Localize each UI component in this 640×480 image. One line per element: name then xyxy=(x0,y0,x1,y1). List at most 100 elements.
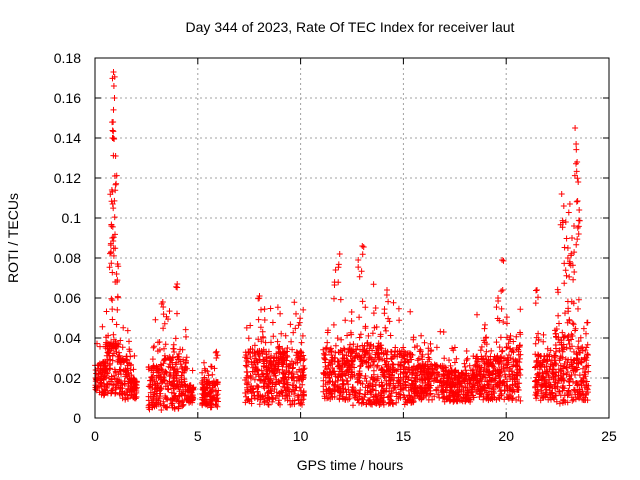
data-point xyxy=(495,360,502,367)
data-point xyxy=(372,382,379,389)
data-point xyxy=(260,346,267,353)
data-point xyxy=(393,389,400,396)
data-point xyxy=(338,372,345,379)
data-point xyxy=(201,359,207,366)
data-point xyxy=(387,396,394,403)
data-point xyxy=(114,277,121,284)
data-point xyxy=(489,370,496,377)
data-point xyxy=(289,375,296,382)
data-point xyxy=(110,128,117,135)
data-point xyxy=(583,357,590,364)
data-point xyxy=(562,219,569,225)
data-point xyxy=(435,391,442,398)
data-point xyxy=(572,371,578,378)
data-point xyxy=(554,286,561,293)
data-point xyxy=(96,389,103,396)
data-point xyxy=(387,332,394,339)
data-point xyxy=(376,343,382,350)
data-point xyxy=(106,362,113,368)
data-point xyxy=(495,298,502,304)
data-point xyxy=(370,281,377,288)
data-point xyxy=(107,249,114,256)
data-point xyxy=(563,364,570,371)
data-point xyxy=(243,324,250,331)
data-point xyxy=(434,372,441,379)
data-point xyxy=(151,391,157,398)
data-point xyxy=(257,396,264,403)
data-point xyxy=(461,378,468,385)
data-point xyxy=(424,382,431,389)
data-point xyxy=(566,260,573,267)
data-point xyxy=(117,337,124,344)
data-point xyxy=(348,309,355,315)
data-point xyxy=(496,317,503,324)
data-point xyxy=(568,252,574,259)
data-point xyxy=(166,308,173,315)
data-point xyxy=(124,394,131,401)
data-point xyxy=(576,349,583,356)
data-point xyxy=(123,371,130,378)
data-point xyxy=(425,396,432,403)
x-tick-label: 15 xyxy=(396,428,412,444)
data-point xyxy=(565,308,572,315)
data-point xyxy=(490,393,496,400)
data-point xyxy=(255,316,262,323)
data-point xyxy=(517,306,524,313)
data-point xyxy=(151,386,158,393)
data-point xyxy=(277,310,284,317)
data-point xyxy=(418,396,425,403)
data-point xyxy=(162,355,169,362)
data-point xyxy=(462,363,469,370)
data-point xyxy=(496,369,503,376)
x-tick-label: 20 xyxy=(498,428,514,444)
data-point xyxy=(242,390,249,396)
data-point xyxy=(108,373,115,380)
data-point xyxy=(273,350,280,357)
data-point xyxy=(553,398,560,405)
data-point xyxy=(545,372,552,379)
data-point xyxy=(574,382,581,389)
data-point xyxy=(104,369,111,376)
data-point xyxy=(553,326,560,332)
data-point xyxy=(320,388,327,395)
data-point xyxy=(201,374,208,381)
data-point xyxy=(482,374,489,381)
data-point xyxy=(500,319,507,325)
data-point xyxy=(256,401,263,408)
data-point xyxy=(550,366,556,373)
data-point xyxy=(483,395,490,402)
data-point xyxy=(562,310,568,317)
data-point xyxy=(290,364,296,371)
data-point xyxy=(330,321,337,328)
data-point xyxy=(182,360,189,367)
data-point xyxy=(180,402,187,409)
data-point xyxy=(411,369,417,376)
data-point xyxy=(124,365,131,372)
data-point xyxy=(340,380,347,387)
data-point xyxy=(497,334,504,341)
data-point xyxy=(554,383,561,390)
data-point xyxy=(535,294,541,301)
data-point xyxy=(357,356,364,363)
data-point xyxy=(299,332,306,339)
data-point xyxy=(293,377,300,384)
data-point xyxy=(570,348,577,355)
data-point xyxy=(296,366,303,373)
data-point xyxy=(517,372,524,378)
data-point xyxy=(369,375,376,382)
data-point xyxy=(507,332,514,339)
data-point xyxy=(178,372,185,379)
data-point xyxy=(547,390,554,397)
data-point xyxy=(179,365,186,372)
data-point xyxy=(257,377,263,384)
data-point xyxy=(348,331,355,338)
data-point xyxy=(249,346,256,353)
plot-frame xyxy=(94,57,610,419)
data-point xyxy=(411,344,418,351)
data-point xyxy=(517,331,524,338)
data-point xyxy=(181,376,188,383)
data-point xyxy=(574,198,581,204)
data-point xyxy=(289,382,296,389)
data-point xyxy=(513,358,520,365)
data-point xyxy=(277,353,284,360)
